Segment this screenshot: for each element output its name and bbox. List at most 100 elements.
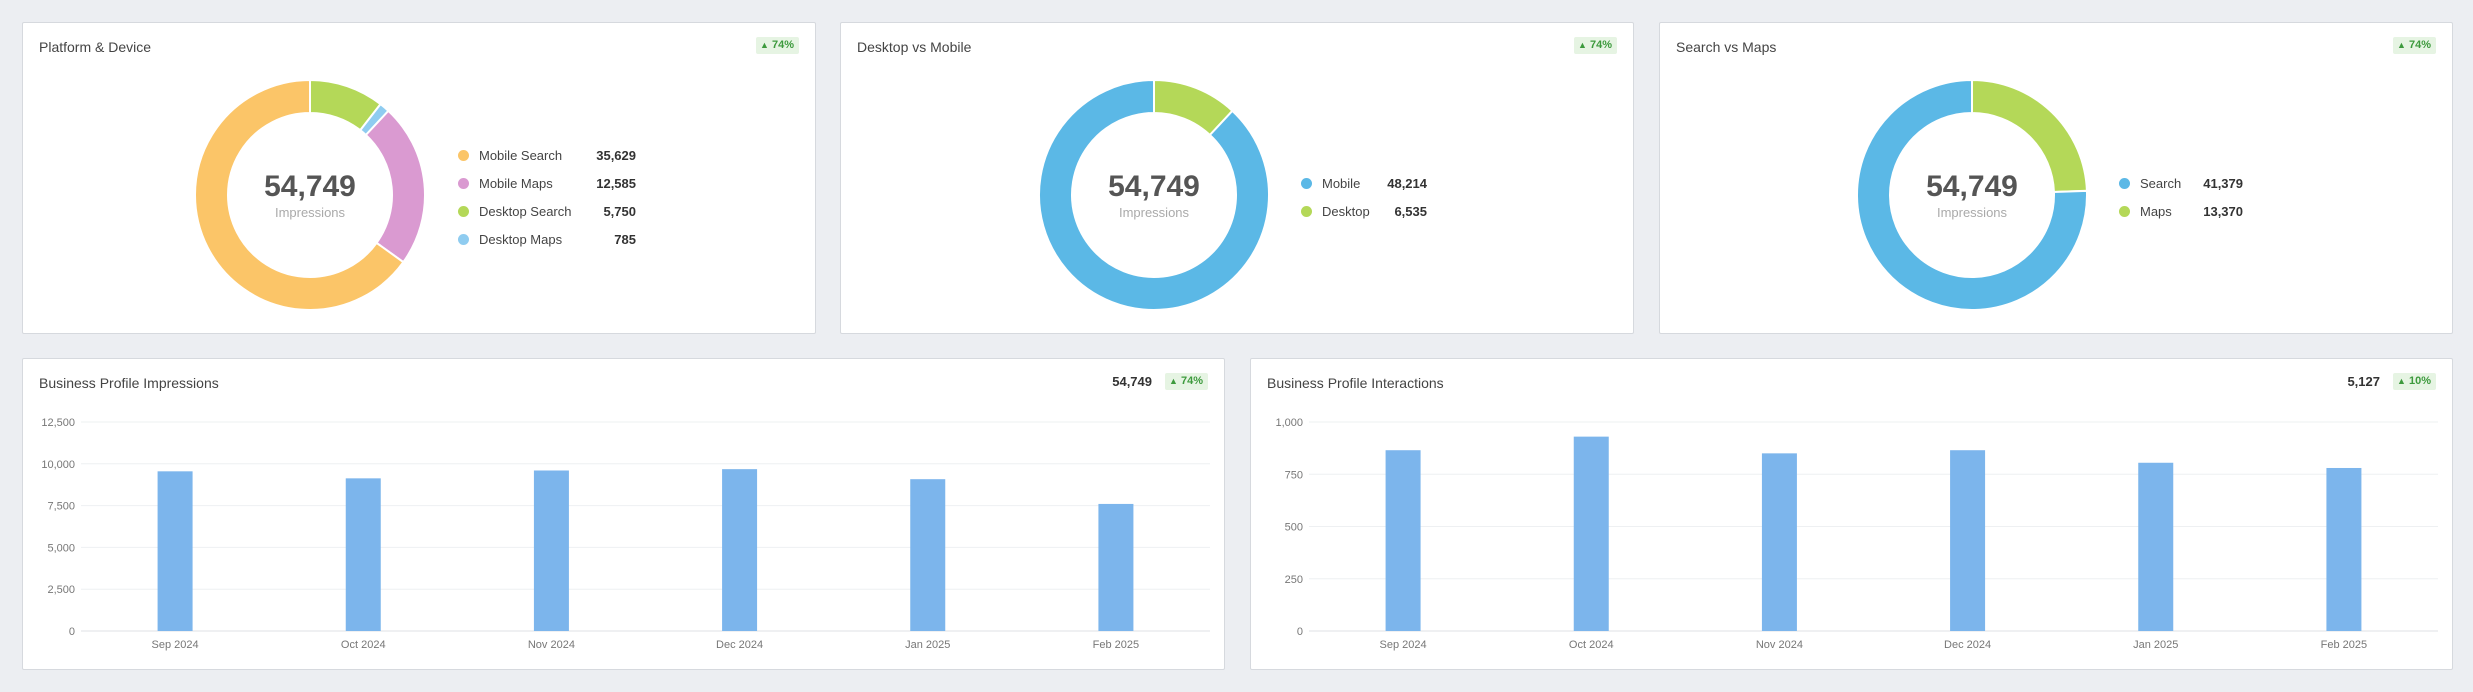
bar[interactable]: [2138, 462, 2174, 631]
y-tick-label: 2,500: [47, 584, 75, 596]
legend-item-desktop-maps[interactable]: Desktop Maps 785: [458, 225, 636, 253]
arrow-up-icon: ▲: [1169, 376, 1178, 386]
x-tick-label: Sep 2024: [1380, 639, 1427, 651]
bar[interactable]: [157, 471, 193, 631]
bar-chart: 0 250 500 750 1,000 Sep 2024 Oct 2024 Nov 2024 D…: [1275, 417, 2438, 651]
impressions-card: Business Profile Impressions 54,749 ▲ 74%…: [22, 358, 1225, 670]
legend-name: Desktop Search: [479, 203, 572, 219]
legend-value: 12,585: [596, 175, 636, 191]
arrow-up-icon: ▲: [1578, 40, 1587, 50]
mobile-slice[interactable]: [1038, 78, 1270, 311]
bar[interactable]: [1950, 450, 1986, 631]
legend-value: 785: [614, 231, 636, 247]
card-title: Business Profile Impressions: [39, 375, 219, 391]
legend-item-search[interactable]: Search 41,379: [2119, 169, 2243, 197]
badge-value: 74%: [1589, 39, 1612, 51]
search-slice[interactable]: [1856, 78, 2088, 311]
card-total: 5,127: [2347, 374, 2380, 389]
legend-dot: [2119, 177, 2130, 189]
change-badge: ▲ 74%: [2393, 37, 2436, 54]
arrow-up-icon: ▲: [2397, 376, 2406, 386]
search-vs-maps-card: Search vs Maps ▲ 74% 54,749 Impressions S…: [1659, 22, 2453, 334]
card-title: Search vs Maps: [1676, 39, 1777, 55]
x-tick-label: Dec 2024: [716, 639, 763, 651]
x-tick-label: Jan 2025: [905, 639, 950, 651]
bar[interactable]: [1098, 503, 1134, 631]
bar-chart: 0 2,500 5,000 7,500 10,000 12,500 Sep 2024 Oct …: [41, 417, 1210, 651]
y-tick-label: 10,000: [41, 459, 75, 471]
legend-value: 48,214: [1387, 175, 1427, 191]
bar[interactable]: [533, 470, 569, 631]
x-tick-label: Oct 2024: [1569, 639, 1614, 651]
bar[interactable]: [1385, 450, 1421, 631]
change-badge: ▲ 10%: [2393, 373, 2436, 390]
y-tick-label: 500: [1285, 522, 1303, 534]
change-badge: ▲ 74%: [1574, 37, 1617, 54]
y-tick-label: 7,500: [47, 501, 75, 513]
x-tick-label: Dec 2024: [1944, 639, 1991, 651]
legend-dot: [458, 149, 469, 161]
platform-device-card: Platform & Device ▲ 74% 54,749 Impression…: [22, 22, 816, 334]
bar[interactable]: [910, 479, 946, 631]
legend-name: Desktop: [1322, 203, 1370, 219]
legend-item-desktop[interactable]: Desktop 6,535: [1301, 197, 1427, 225]
legend-name: Search: [2140, 175, 2182, 191]
x-tick-label: Nov 2024: [1756, 639, 1803, 651]
donut-svg: [1038, 78, 1270, 311]
badge-value: 74%: [2408, 39, 2431, 51]
legend-item-mobile-search[interactable]: Mobile Search 35,629: [458, 141, 636, 169]
bar[interactable]: [1761, 453, 1797, 631]
arrow-up-icon: ▲: [2397, 40, 2406, 50]
mobile-maps-slice[interactable]: [364, 109, 426, 264]
x-tick-label: Oct 2024: [341, 639, 386, 651]
legend-item-mobile-maps[interactable]: Mobile Maps 12,585: [458, 169, 636, 197]
bar[interactable]: [1573, 436, 1609, 631]
x-tick-label: Feb 2025: [1093, 639, 1139, 651]
legend-name: Maps: [2140, 203, 2172, 219]
card-title: Platform & Device: [39, 39, 152, 55]
donut-chart: 54,749 Impressions: [1038, 78, 1270, 311]
legend-name: Desktop Maps: [479, 231, 563, 247]
x-tick-label: Feb 2025: [2321, 639, 2367, 651]
y-tick-label: 12,500: [41, 417, 75, 429]
y-tick-label: 0: [69, 626, 75, 638]
legend-dot: [458, 233, 469, 245]
donut-legend: Mobile 48,214 Desktop 6,535: [1301, 169, 1427, 225]
legend-value: 5,750: [603, 203, 636, 219]
legend-item-desktop-search[interactable]: Desktop Search 5,750: [458, 197, 636, 225]
bar[interactable]: [722, 469, 758, 631]
legend-value: 35,629: [596, 147, 636, 163]
donut-chart: 54,749 Impressions: [1856, 78, 2088, 311]
badge-value: 74%: [771, 39, 794, 51]
mobile-search-slice[interactable]: [194, 78, 405, 311]
card-title: Business Profile Interactions: [1267, 375, 1444, 391]
donut-legend: Search 41,379 Maps 13,370: [2119, 169, 2243, 225]
bar[interactable]: [345, 478, 381, 631]
legend-item-mobile[interactable]: Mobile 48,214: [1301, 169, 1427, 197]
legend-dot: [458, 205, 469, 217]
change-badge: ▲ 74%: [756, 37, 799, 54]
arrow-up-icon: ▲: [760, 40, 769, 50]
legend-dot: [458, 177, 469, 189]
legend-name: Mobile: [1322, 175, 1361, 191]
badge-value: 10%: [2408, 375, 2431, 387]
legend-dot: [1301, 177, 1312, 189]
donut-chart: 54,749 Impressions: [194, 78, 426, 311]
desktop-vs-mobile-card: Desktop vs Mobile ▲ 74% 54,749 Impression…: [840, 22, 1634, 334]
y-tick-label: 750: [1285, 469, 1303, 481]
legend-value: 6,535: [1394, 203, 1427, 219]
y-tick-label: 250: [1285, 574, 1303, 586]
y-tick-label: 1,000: [1275, 417, 1303, 429]
interactions-card: Business Profile Interactions 5,127 ▲ 10%…: [1250, 358, 2453, 670]
x-tick-label: Sep 2024: [152, 639, 199, 651]
legend-value: 13,370: [2203, 203, 2243, 219]
y-tick-label: 0: [1297, 626, 1303, 638]
maps-slice[interactable]: [1971, 78, 2088, 194]
legend-item-maps[interactable]: Maps 13,370: [2119, 197, 2243, 225]
card-title: Desktop vs Mobile: [857, 39, 972, 55]
badge-value: 74%: [1180, 375, 1203, 387]
donut-legend: Mobile Search 35,629 Mobile Maps 12,585 …: [458, 141, 636, 253]
legend-dot: [1301, 205, 1312, 217]
legend-name: Mobile Search: [479, 147, 563, 163]
bar[interactable]: [2326, 467, 2362, 631]
